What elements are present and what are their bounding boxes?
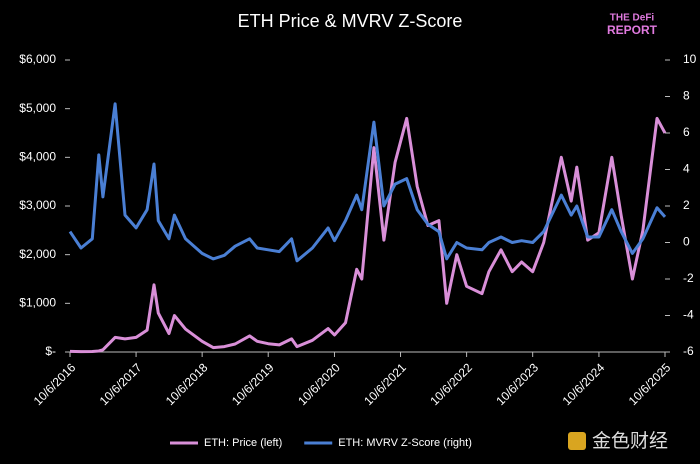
y2-tick-label: 8 xyxy=(683,89,690,103)
y2-tick-label: 10 xyxy=(683,52,697,66)
y2-tick-label: 4 xyxy=(683,162,690,176)
logo: THE DeFi xyxy=(610,13,655,24)
series-line xyxy=(69,116,667,354)
y2-tick-label: 0 xyxy=(683,235,690,249)
y2-tick-label: -4 xyxy=(683,308,694,322)
y2-tick-label: 6 xyxy=(683,125,690,139)
y2-tick-label: 2 xyxy=(683,198,690,212)
y2-tick-label: -6 xyxy=(683,344,694,358)
chart-title: ETH Price & MVRV Z-Score xyxy=(238,11,463,31)
legend-label: ETH: Price (left) xyxy=(204,437,282,449)
y2-tick-label: -2 xyxy=(683,271,694,285)
y-tick-label: $- xyxy=(45,344,56,358)
watermark-icon xyxy=(568,432,586,450)
y-tick-label: $1,000 xyxy=(19,296,56,310)
legend-label: ETH: MVRV Z-Score (right) xyxy=(338,437,472,449)
logo: REPORT xyxy=(607,23,658,37)
y-tick-label: $6,000 xyxy=(19,52,56,66)
y-tick-label: $4,000 xyxy=(19,150,56,164)
series-line xyxy=(68,102,667,263)
y-tick-label: $5,000 xyxy=(19,101,56,115)
y-tick-label: $3,000 xyxy=(19,198,56,212)
y-tick-label: $2,000 xyxy=(19,247,56,261)
watermark: 金色财经 xyxy=(592,430,668,452)
